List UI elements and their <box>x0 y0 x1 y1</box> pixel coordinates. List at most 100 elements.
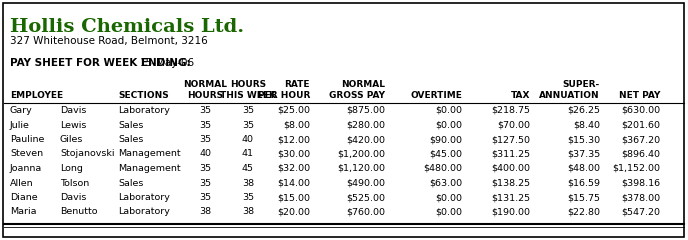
Text: 35: 35 <box>199 179 211 187</box>
Text: $37.35: $37.35 <box>567 150 600 158</box>
Text: 35: 35 <box>242 193 254 202</box>
Text: $15.00: $15.00 <box>277 193 310 202</box>
Text: ANNUATION: ANNUATION <box>539 91 600 100</box>
Text: Pauline: Pauline <box>10 135 44 144</box>
Text: $896.40: $896.40 <box>621 150 660 158</box>
Text: 38: 38 <box>242 179 254 187</box>
Text: TAX: TAX <box>510 91 530 100</box>
Text: $1,152.00: $1,152.00 <box>612 164 660 173</box>
Text: 40: 40 <box>242 135 254 144</box>
Text: Sales: Sales <box>118 120 143 130</box>
Text: $26.25: $26.25 <box>567 106 600 115</box>
Text: $12.00: $12.00 <box>277 135 310 144</box>
Text: PER HOUR: PER HOUR <box>257 91 310 100</box>
Text: EMPLOYEE: EMPLOYEE <box>10 91 63 100</box>
Text: $1,200.00: $1,200.00 <box>337 150 385 158</box>
Text: $311.25: $311.25 <box>491 150 530 158</box>
Text: $127.50: $127.50 <box>491 135 530 144</box>
Text: 38: 38 <box>242 208 254 216</box>
Text: $480.00: $480.00 <box>423 164 462 173</box>
Text: SUPER-: SUPER- <box>563 80 600 89</box>
Text: Laboratory: Laboratory <box>118 208 170 216</box>
Text: $1,120.00: $1,120.00 <box>337 164 385 173</box>
Text: $378.00: $378.00 <box>621 193 660 202</box>
Text: $0.00: $0.00 <box>435 120 462 130</box>
Text: Joanna: Joanna <box>10 164 42 173</box>
Text: Maria: Maria <box>10 208 36 216</box>
Text: $8.00: $8.00 <box>283 120 310 130</box>
Text: Hollis Chemicals Ltd.: Hollis Chemicals Ltd. <box>10 18 244 36</box>
Text: $875.00: $875.00 <box>346 106 385 115</box>
Text: RATE: RATE <box>285 80 310 89</box>
Text: NORMAL: NORMAL <box>183 80 227 89</box>
Text: $400.00: $400.00 <box>491 164 530 173</box>
Text: Stojanovski: Stojanovski <box>60 150 114 158</box>
Text: $16.59: $16.59 <box>567 179 600 187</box>
Text: $0.00: $0.00 <box>435 193 462 202</box>
Text: $131.25: $131.25 <box>491 193 530 202</box>
Text: $14.00: $14.00 <box>277 179 310 187</box>
Text: NORMAL: NORMAL <box>341 80 385 89</box>
Text: HOURS: HOURS <box>187 91 223 100</box>
Text: Davis: Davis <box>60 193 87 202</box>
Text: Tolson: Tolson <box>60 179 89 187</box>
Text: 327 Whitehouse Road, Belmont, 3216: 327 Whitehouse Road, Belmont, 3216 <box>10 36 208 46</box>
Text: PAY SHEET FOR WEEK ENDING:: PAY SHEET FOR WEEK ENDING: <box>10 58 191 68</box>
Text: Management: Management <box>118 164 181 173</box>
Text: $25.00: $25.00 <box>277 106 310 115</box>
Text: $760.00: $760.00 <box>346 208 385 216</box>
Text: SECTIONS: SECTIONS <box>118 91 169 100</box>
Text: $398.16: $398.16 <box>621 179 660 187</box>
Text: $218.75: $218.75 <box>491 106 530 115</box>
Text: Benutto: Benutto <box>60 208 98 216</box>
Text: $20.00: $20.00 <box>277 208 310 216</box>
Text: 45: 45 <box>242 164 254 173</box>
Text: 35: 35 <box>199 135 211 144</box>
Text: Long: Long <box>60 164 83 173</box>
Text: $420.00: $420.00 <box>346 135 385 144</box>
Text: $190.00: $190.00 <box>491 208 530 216</box>
Text: $0.00: $0.00 <box>435 106 462 115</box>
Text: Giles: Giles <box>60 135 83 144</box>
Text: Davis: Davis <box>60 106 87 115</box>
Text: $15.30: $15.30 <box>567 135 600 144</box>
Text: $63.00: $63.00 <box>429 179 462 187</box>
Text: 41: 41 <box>242 150 254 158</box>
Text: $15.75: $15.75 <box>567 193 600 202</box>
Text: 35: 35 <box>199 106 211 115</box>
Text: OVERTIME: OVERTIME <box>410 91 462 100</box>
Text: THIS WEEK: THIS WEEK <box>220 91 276 100</box>
Text: Diane: Diane <box>10 193 38 202</box>
Text: $630.00: $630.00 <box>621 106 660 115</box>
Text: 40: 40 <box>199 150 211 158</box>
Text: Laboratory: Laboratory <box>118 106 170 115</box>
Text: NET PAY: NET PAY <box>619 91 660 100</box>
Text: $201.60: $201.60 <box>621 120 660 130</box>
Text: $525.00: $525.00 <box>346 193 385 202</box>
Text: $8.40: $8.40 <box>573 120 600 130</box>
Text: Gary: Gary <box>10 106 33 115</box>
Text: 35: 35 <box>199 120 211 130</box>
Text: 38: 38 <box>199 208 211 216</box>
Text: $490.00: $490.00 <box>346 179 385 187</box>
Text: $48.00: $48.00 <box>567 164 600 173</box>
Text: $30.00: $30.00 <box>277 150 310 158</box>
Text: 15-May-06: 15-May-06 <box>140 58 195 68</box>
Text: Laboratory: Laboratory <box>118 193 170 202</box>
Text: Steven: Steven <box>10 150 43 158</box>
Text: $280.00: $280.00 <box>346 120 385 130</box>
Text: Management: Management <box>118 150 181 158</box>
Text: 35: 35 <box>199 193 211 202</box>
Text: Julie: Julie <box>10 120 30 130</box>
Text: $90.00: $90.00 <box>429 135 462 144</box>
Text: $45.00: $45.00 <box>429 150 462 158</box>
Text: Sales: Sales <box>118 179 143 187</box>
Text: HOURS: HOURS <box>230 80 266 89</box>
Text: 35: 35 <box>242 120 254 130</box>
Text: 35: 35 <box>242 106 254 115</box>
Text: $70.00: $70.00 <box>497 120 530 130</box>
Text: GROSS PAY: GROSS PAY <box>329 91 385 100</box>
Text: Sales: Sales <box>118 135 143 144</box>
Text: $367.20: $367.20 <box>621 135 660 144</box>
Text: Lewis: Lewis <box>60 120 87 130</box>
